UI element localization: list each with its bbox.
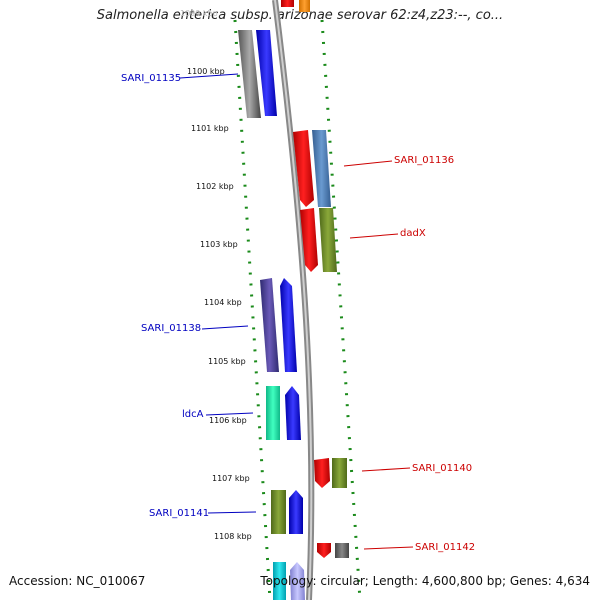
tick-label: 1108 kbp	[214, 532, 252, 541]
gene-label-sari-01142[interactable]: SARI_01142	[415, 542, 475, 553]
tick-label: 1106 kbp	[209, 416, 247, 425]
tick-label: 1105 kbp	[208, 357, 246, 366]
tick-label: 1101 kbp	[191, 124, 229, 133]
gene-label-sari-01136[interactable]: SARI_01136	[394, 155, 454, 166]
gene-dadx[interactable]	[300, 208, 337, 272]
gene-sari-01136[interactable]	[293, 130, 331, 207]
gene-label-sari-01140[interactable]: SARI_01140	[412, 463, 472, 474]
gene-ldca[interactable]	[266, 386, 301, 440]
genome-title: Salmonella enterica subsp. arizonae sero…	[96, 8, 504, 23]
tick-label-top: 1099 kbp	[180, 9, 218, 18]
gene-sari-01142[interactable]	[317, 543, 349, 558]
tick-label: 1103 kbp	[200, 240, 238, 249]
scale-ring-right	[320, 19, 362, 600]
gene-label-sari-01141[interactable]: SARI_01141	[149, 508, 209, 519]
tick-label: 1104 kbp	[204, 298, 242, 307]
gene-block-top-orange	[299, 0, 310, 12]
gene-sari-01135[interactable]	[238, 30, 277, 118]
gene-label-ldca[interactable]: ldcA	[182, 409, 204, 420]
accession-label: Accession: NC_010067	[9, 574, 146, 588]
gene-label-sari-01138[interactable]: SARI_01138	[141, 323, 201, 334]
gene-block-top-red	[281, 0, 294, 7]
gene-block-bottom	[273, 562, 305, 600]
gene-sari-01140[interactable]	[314, 458, 347, 488]
callout-lines	[179, 73, 414, 550]
gene-sari-01141[interactable]	[271, 490, 303, 534]
tick-label: 1100 kbp	[187, 67, 225, 76]
tick-label: 1102 kbp	[196, 182, 234, 191]
gene-label-sari-01135[interactable]: SARI_01135	[121, 73, 181, 84]
gene-sari-01138[interactable]	[260, 278, 297, 372]
gene-label-dadx[interactable]: dadX	[400, 228, 426, 239]
tick-label: 1107 kbp	[212, 474, 250, 483]
tick-labels: 1100 kbp 1101 kbp 1102 kbp 1103 kbp 1104…	[187, 67, 252, 541]
topology-label: Topology: circular; Length: 4,600,800 bp…	[260, 574, 590, 588]
scale-ring-left	[233, 19, 272, 600]
